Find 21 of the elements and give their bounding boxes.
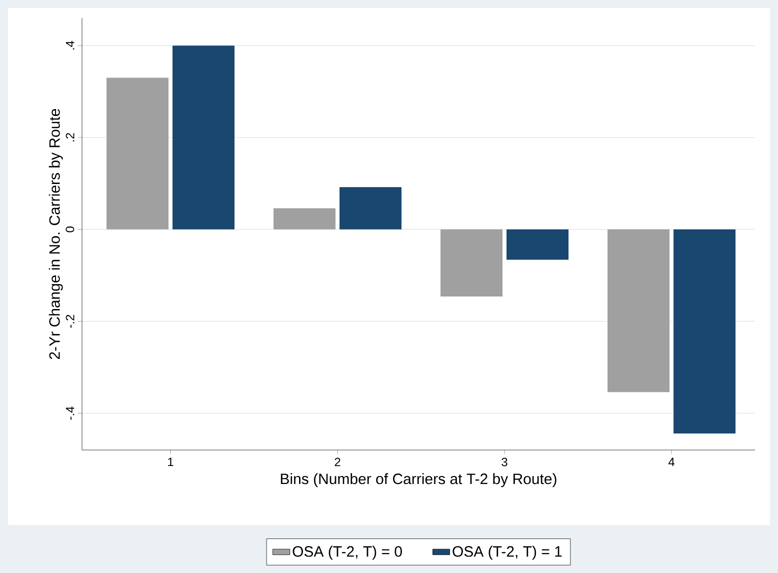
bar [172,46,235,230]
bar [608,229,670,392]
y-axis-title: 2-Yr Change in No. Carriers by Route [48,108,63,359]
y-tick-label: -.2 [66,314,74,328]
bar [674,229,736,434]
bar [440,229,503,296]
x-tick-label: 2 [334,458,340,466]
legend-label: OSA (T-2, T) = 0 [292,546,402,560]
bar [106,78,169,230]
y-tick-label: -.4 [66,406,74,420]
legend-label: OSA (T-2, T) = 1 [452,546,562,560]
x-axis-title: Bins (Number of Carriers at T-2 by Route) [280,473,556,488]
y-tick-label: .4 [66,40,74,50]
bar [274,208,336,230]
bar [506,229,569,260]
y-tick-label: .2 [66,133,74,142]
bar [340,187,402,230]
x-tick-label: 3 [502,458,508,466]
y-tick-label: 0 [66,226,74,232]
x-tick-label: 4 [668,458,674,466]
x-tick-label: 1 [168,458,174,466]
